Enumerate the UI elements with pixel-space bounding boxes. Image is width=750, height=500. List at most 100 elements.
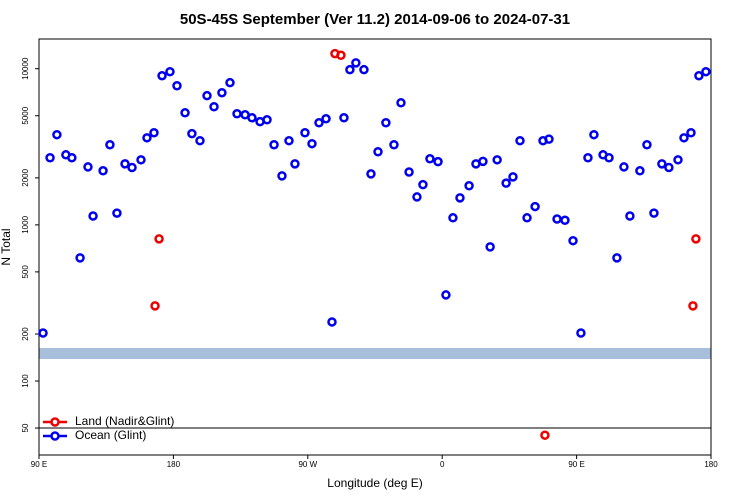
point — [150, 301, 160, 311]
point — [576, 328, 586, 338]
point — [225, 77, 235, 88]
point — [52, 129, 62, 140]
point — [642, 139, 652, 150]
point — [404, 167, 414, 177]
x-tick-label: 180 — [704, 460, 718, 469]
point — [180, 108, 190, 118]
point — [560, 215, 570, 226]
point — [433, 156, 443, 167]
point — [501, 178, 511, 188]
point — [686, 128, 696, 138]
point — [441, 290, 451, 300]
point — [165, 66, 175, 77]
point — [136, 155, 146, 165]
point — [694, 70, 704, 81]
y-tick-label: 200 — [21, 327, 30, 341]
point — [649, 208, 659, 218]
point — [83, 162, 93, 172]
point — [75, 253, 85, 263]
point — [418, 179, 428, 190]
point — [583, 153, 593, 163]
point — [359, 64, 369, 75]
point — [67, 153, 77, 163]
y-tick-label: 5000 — [21, 106, 30, 124]
y-tick-label: 2000 — [21, 168, 30, 186]
point — [396, 98, 406, 108]
point — [336, 50, 346, 60]
point — [247, 113, 257, 123]
point — [492, 155, 502, 165]
point — [321, 114, 331, 124]
y-tick-label: 500 — [21, 265, 30, 279]
point — [38, 328, 48, 338]
point — [540, 430, 550, 440]
point — [127, 162, 137, 173]
point — [327, 317, 337, 327]
point — [604, 153, 614, 163]
legend-marker — [50, 417, 60, 427]
point — [112, 208, 122, 218]
point — [679, 133, 689, 143]
point — [485, 242, 495, 252]
y-axis-label: N Total — [0, 228, 13, 265]
point — [389, 139, 399, 150]
y-tick-label: 1000 — [21, 215, 30, 233]
point — [530, 201, 540, 212]
point — [88, 211, 98, 221]
point — [455, 193, 465, 203]
legend-label: Land (Nadir&Glint) — [75, 414, 174, 428]
point — [195, 135, 205, 146]
point — [664, 162, 674, 173]
point — [217, 87, 227, 98]
x-tick-label: 0 — [440, 460, 445, 469]
point — [202, 90, 212, 101]
point — [269, 139, 279, 150]
point — [351, 58, 361, 68]
point — [568, 235, 578, 246]
point — [98, 166, 108, 176]
point — [522, 213, 532, 223]
point — [381, 117, 391, 128]
point — [657, 159, 667, 169]
point — [172, 80, 182, 91]
x-axis-label: Longitude (deg E) — [327, 476, 422, 490]
point — [464, 181, 474, 191]
point — [284, 135, 294, 146]
point — [345, 64, 355, 75]
point — [701, 66, 711, 77]
point — [45, 153, 55, 163]
chart-title: 50S-45S September (Ver 11.2) 2014-09-06 … — [180, 11, 570, 28]
point — [515, 135, 525, 146]
point — [120, 159, 130, 169]
band — [39, 348, 711, 359]
point — [300, 128, 310, 138]
point — [425, 154, 435, 164]
x-tick-label: 90 E — [31, 460, 47, 469]
point — [373, 146, 383, 157]
point — [262, 115, 272, 125]
point — [366, 169, 376, 179]
point — [448, 213, 458, 223]
point — [625, 211, 635, 221]
point — [209, 101, 219, 112]
point — [149, 128, 159, 138]
point — [589, 129, 599, 140]
point — [154, 234, 164, 244]
x-tick-label: 180 — [167, 460, 181, 469]
plot-frame — [38, 38, 712, 456]
point — [307, 138, 317, 149]
point — [339, 113, 349, 123]
point — [635, 166, 645, 176]
y-tick-label: 10000 — [21, 57, 30, 80]
point — [688, 301, 698, 311]
point — [412, 192, 422, 202]
point — [105, 139, 115, 150]
point — [619, 162, 629, 172]
point — [673, 155, 683, 165]
point — [508, 172, 518, 182]
point — [544, 134, 554, 144]
x-tick-label: 90 W — [298, 460, 317, 469]
point — [187, 128, 197, 139]
